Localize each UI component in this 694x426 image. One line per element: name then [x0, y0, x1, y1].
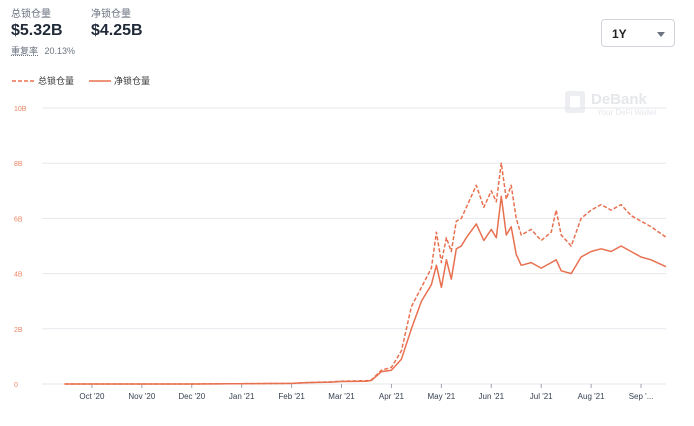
watermark: DeBank Your DeFi Wallet — [565, 91, 657, 117]
net-value-locked-label: 净锁仓量 — [91, 9, 131, 20]
duplication-ratio: 重复率 20.13% — [11, 44, 75, 57]
series-line-total — [64, 162, 667, 385]
watermark-subtitle: Your DeFi Wallet — [597, 108, 657, 117]
x-tick-label: Jan '21 — [229, 392, 255, 401]
x-tick-label: Feb '21 — [278, 392, 305, 401]
chart-legend: 总锁仓量 净锁仓量 — [12, 75, 150, 86]
x-tick-label: Mar '21 — [328, 392, 355, 401]
chart-grid — [42, 107, 666, 385]
debank-logo-icon — [565, 91, 585, 113]
net-value-locked-stat: 净锁仓量 $4.25B — [91, 9, 143, 40]
y-tick-label: 0 — [14, 382, 18, 389]
y-tick-label: 10B — [14, 106, 27, 113]
time-range-select[interactable]: 1Y — [601, 19, 675, 47]
y-tick-label: 4B — [14, 272, 23, 279]
y-tick-label: 8B — [14, 161, 23, 168]
x-tick-label: Apr '21 — [379, 392, 405, 401]
total-value-locked-stat: 总锁仓量 $5.32B — [11, 9, 63, 40]
y-tick-label: 6B — [14, 216, 23, 223]
x-tick-label: Nov '20 — [128, 392, 155, 401]
x-tick-label: Aug '21 — [578, 392, 605, 401]
legend-net-label[interactable]: 净锁仓量 — [114, 75, 150, 86]
x-tick-label: May '21 — [427, 392, 455, 401]
x-axis: Oct '20 Nov '20 Dec '20 Jan '21 Feb '21 Mar '… — [79, 384, 653, 401]
watermark-title: DeBank — [591, 91, 648, 108]
y-tick-label: 2B — [14, 327, 23, 334]
x-tick-label: Jul '21 — [530, 392, 553, 401]
duplication-ratio-value: 20.13% — [44, 46, 76, 56]
legend-total-label[interactable]: 总锁仓量 — [38, 75, 74, 86]
x-tick-label: Dec '20 — [178, 392, 205, 401]
chevron-down-icon — [657, 32, 665, 37]
series-line-net — [64, 195, 667, 385]
x-tick-label: Jun '21 — [479, 392, 505, 401]
y-axis: 0 2B 4B 6B 8B 10B — [14, 106, 27, 389]
chart-series — [64, 162, 667, 385]
time-range-value: 1Y — [612, 27, 627, 41]
net-value-locked-value: $4.25B — [91, 22, 143, 39]
x-tick-label: Oct '20 — [79, 392, 105, 401]
duplication-ratio-label[interactable]: 重复率 — [11, 46, 39, 56]
total-value-locked-label: 总锁仓量 — [11, 9, 51, 20]
total-value-locked-value: $5.32B — [11, 22, 63, 39]
x-tick-label: Sep '... — [629, 392, 654, 401]
